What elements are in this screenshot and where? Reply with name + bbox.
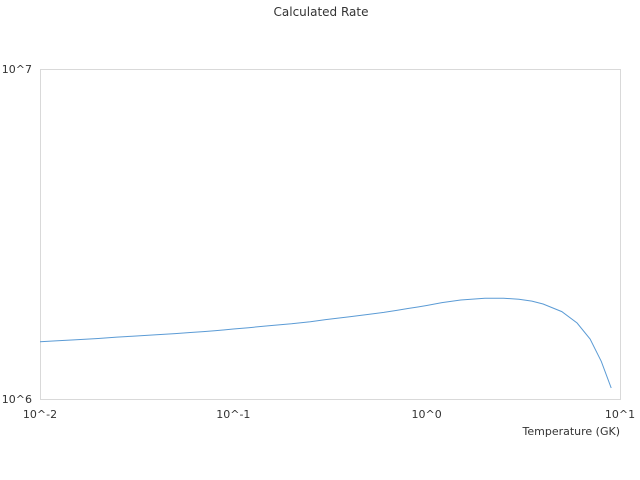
plot-area (40, 69, 621, 400)
series-line (39, 297, 612, 389)
y-axis-ticks: 10^6 10^7 (2, 63, 32, 406)
x-tick-label: 10^-1 (216, 408, 250, 421)
y-tick-label: 10^7 (2, 63, 32, 76)
x-axis-label: Temperature (GK) (522, 425, 621, 438)
x-tick-label: 10^-2 (23, 408, 57, 421)
x-tick-label: 10^0 (412, 408, 442, 421)
x-tick-label: 10^1 (605, 408, 635, 421)
series-group (39, 297, 612, 389)
x-axis-ticks: 10^-2 10^-1 10^0 10^1 (23, 408, 635, 421)
chart-title: Calculated Rate (274, 5, 369, 19)
y-tick-label: 10^6 (2, 393, 32, 406)
